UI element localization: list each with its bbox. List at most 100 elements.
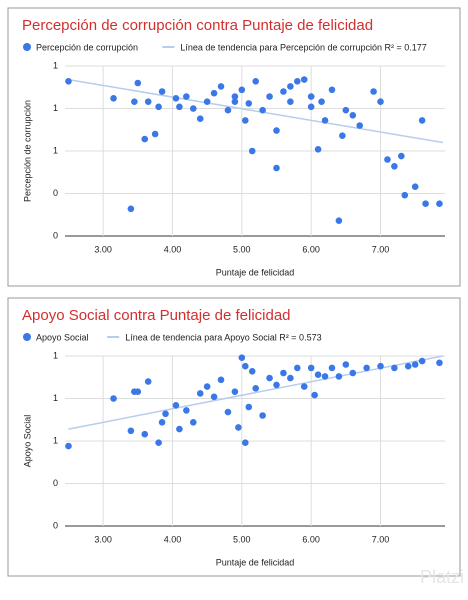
point bbox=[217, 376, 225, 384]
point bbox=[293, 78, 301, 85]
point bbox=[196, 115, 204, 122]
point bbox=[339, 132, 346, 139]
point bbox=[127, 205, 135, 213]
point bbox=[300, 383, 308, 390]
point bbox=[110, 395, 117, 402]
point bbox=[335, 217, 343, 224]
point bbox=[176, 103, 183, 111]
point bbox=[144, 378, 152, 385]
y-tick-label: 1 bbox=[53, 393, 58, 403]
point bbox=[151, 130, 159, 138]
point bbox=[224, 106, 232, 114]
point bbox=[203, 98, 211, 105]
point bbox=[155, 439, 162, 446]
y-tick-label: 1 bbox=[53, 350, 58, 360]
point bbox=[349, 369, 357, 377]
point bbox=[245, 403, 253, 411]
point bbox=[144, 98, 152, 105]
point bbox=[241, 362, 249, 370]
point bbox=[231, 93, 239, 100]
point bbox=[280, 369, 287, 377]
card-border bbox=[7, 297, 461, 577]
point bbox=[436, 200, 443, 207]
point bbox=[349, 112, 357, 119]
point bbox=[231, 98, 239, 105]
point bbox=[252, 78, 259, 85]
point bbox=[335, 373, 343, 380]
point bbox=[248, 368, 256, 375]
point bbox=[183, 407, 190, 414]
point bbox=[391, 364, 398, 372]
point bbox=[273, 164, 280, 172]
point bbox=[422, 200, 429, 207]
y-tick-label: 0 bbox=[53, 520, 58, 530]
point bbox=[293, 364, 301, 372]
y-tick-label: 0 bbox=[53, 478, 58, 488]
point bbox=[238, 86, 246, 94]
point bbox=[287, 98, 294, 105]
point bbox=[411, 183, 419, 190]
point bbox=[196, 390, 204, 397]
y-axis-label: Percepción de corrupción bbox=[22, 100, 32, 202]
point bbox=[370, 88, 377, 95]
point bbox=[377, 362, 384, 370]
point bbox=[241, 117, 249, 124]
chart-title: Apoyo Social contra Puntaje de felicidad bbox=[22, 307, 291, 324]
x-tick-label: 3.00 bbox=[94, 534, 112, 544]
point bbox=[384, 156, 391, 163]
y-tick-label: 0 bbox=[53, 230, 58, 240]
point bbox=[436, 359, 443, 367]
chart-card: Apoyo Social contra Puntaje de felicidad… bbox=[7, 297, 461, 577]
point bbox=[176, 425, 183, 433]
y-tick-label: 1 bbox=[53, 103, 58, 113]
card-border bbox=[7, 7, 461, 287]
point bbox=[266, 374, 273, 382]
point bbox=[307, 103, 315, 111]
point bbox=[342, 361, 350, 368]
x-tick-label: 4.00 bbox=[164, 534, 182, 544]
point bbox=[189, 105, 197, 112]
y-axis-label: Apoyo Social bbox=[22, 415, 32, 468]
legend-label: Apoyo Social bbox=[36, 332, 89, 342]
x-tick-label: 5.00 bbox=[233, 534, 251, 544]
point bbox=[134, 79, 142, 87]
point bbox=[241, 439, 249, 446]
point bbox=[418, 357, 426, 365]
point bbox=[377, 98, 384, 105]
point bbox=[231, 388, 239, 395]
point bbox=[172, 402, 180, 409]
point bbox=[314, 371, 322, 378]
legend-label: Percepción de corrupción bbox=[36, 42, 138, 52]
y-tick-label: 1 bbox=[53, 435, 58, 445]
point bbox=[65, 442, 72, 450]
point bbox=[172, 95, 180, 102]
point bbox=[391, 163, 398, 170]
point bbox=[401, 191, 409, 199]
point bbox=[356, 122, 364, 129]
point bbox=[141, 430, 149, 438]
point bbox=[314, 146, 322, 153]
point bbox=[252, 385, 259, 392]
chart-title: Percepción de corrupción contra Puntaje … bbox=[22, 17, 373, 34]
point bbox=[238, 354, 246, 361]
point bbox=[307, 93, 315, 100]
point bbox=[311, 391, 318, 399]
legend-marker bbox=[23, 333, 31, 341]
y-tick-label: 0 bbox=[53, 188, 58, 198]
point bbox=[321, 117, 329, 124]
x-tick-label: 3.00 bbox=[94, 244, 112, 254]
x-tick-label: 5.00 bbox=[233, 244, 251, 254]
legend-label: Línea de tendencia para Percepción de co… bbox=[180, 42, 426, 52]
point bbox=[162, 410, 169, 418]
point bbox=[134, 388, 142, 395]
y-tick-label: 1 bbox=[53, 60, 58, 70]
point bbox=[189, 419, 197, 426]
point bbox=[411, 361, 419, 368]
point bbox=[158, 88, 166, 95]
x-tick-label: 6.00 bbox=[302, 534, 320, 544]
x-tick-label: 4.00 bbox=[164, 244, 182, 254]
point bbox=[141, 135, 149, 143]
point bbox=[210, 89, 218, 97]
point bbox=[300, 76, 308, 83]
